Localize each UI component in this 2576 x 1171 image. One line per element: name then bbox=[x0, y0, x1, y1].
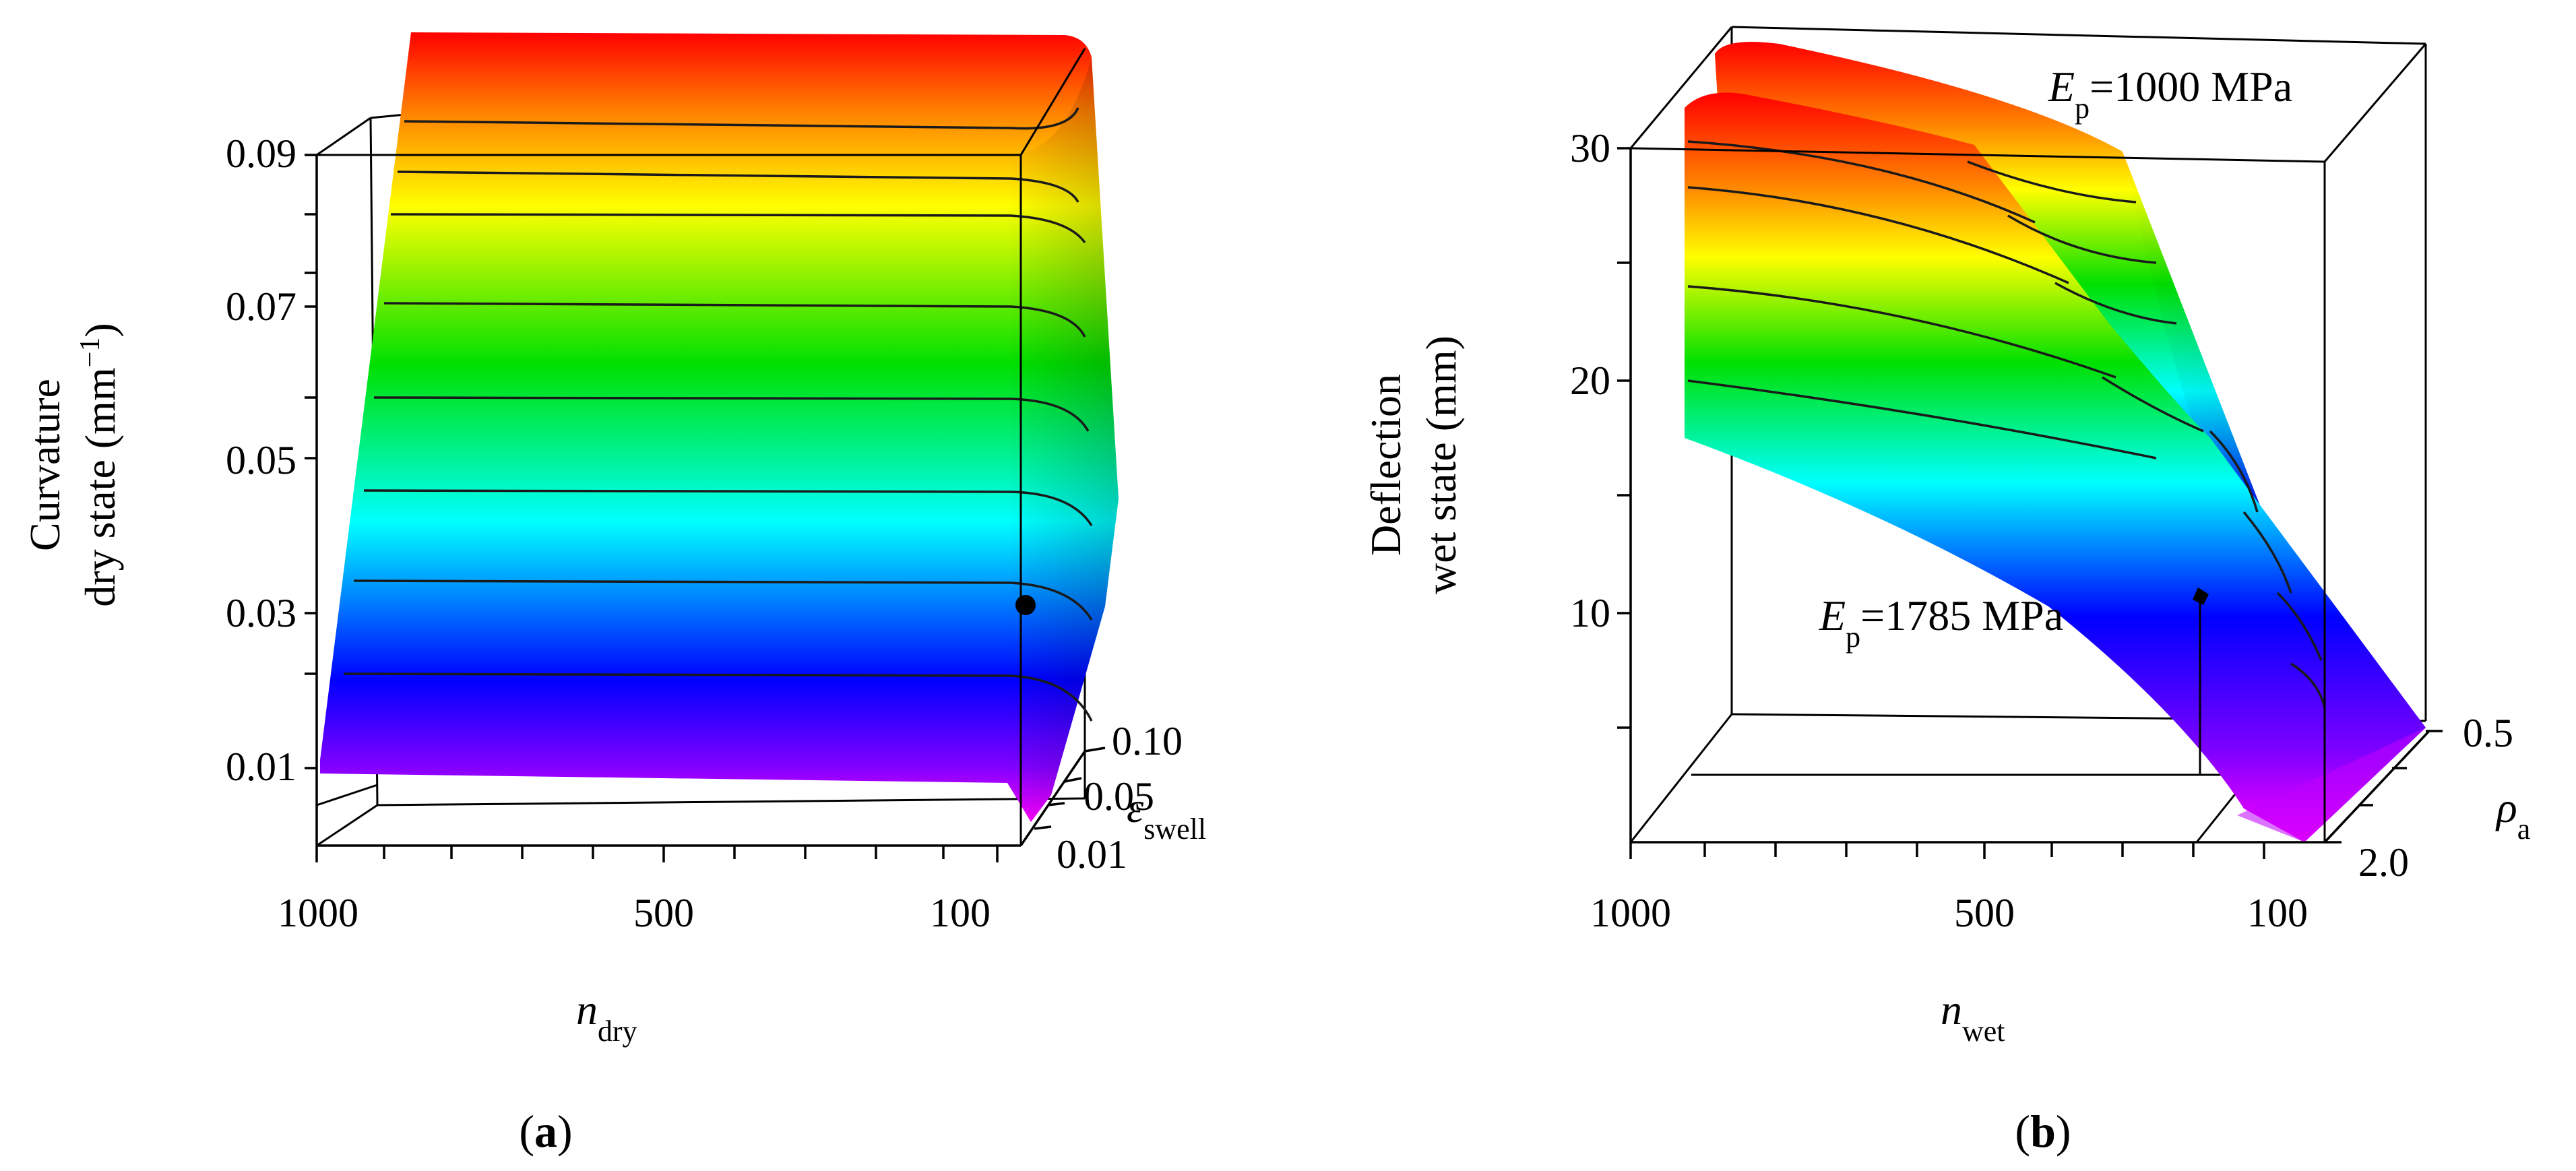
panel-b-z-ticks: 30 20 10 bbox=[1570, 126, 1631, 729]
panel-b-y-tick-label: 2.0 bbox=[2358, 840, 2409, 885]
panel-b-x-label-base: n bbox=[1941, 986, 1962, 1034]
panel-b-x-tick-label: 500 bbox=[1954, 891, 2015, 935]
panel-b-y-label: ρa bbox=[2495, 784, 2530, 846]
panel-a-caption-letter: a bbox=[534, 1106, 557, 1157]
panel-b-z-tick-label: 20 bbox=[1570, 358, 1610, 403]
panel-b-y-label-sub: a bbox=[2517, 813, 2531, 846]
panel-b-z-label: Deflection wet state (mm) bbox=[1362, 336, 1465, 594]
panel-a: 0.09 0.07 0.05 0.03 0.01 1000 500 100 bbox=[21, 32, 1206, 1157]
panel-a-x-tick-label: 100 bbox=[930, 891, 991, 935]
panel-a-z-ticks: 0.09 0.07 0.05 0.03 0.01 bbox=[226, 131, 317, 789]
panel-a-y-ticks: 0.10 0.05 0.01 bbox=[1034, 719, 1183, 877]
panel-b-y-label-base: ρ bbox=[2495, 784, 2517, 831]
panel-a-y-tick-label: 0.05 bbox=[1083, 774, 1154, 819]
panel-b-z-tick-label: 30 bbox=[1570, 126, 1610, 170]
panel-b-series-1000-base: E bbox=[2048, 63, 2075, 110]
panel-a-z-tick-label: 0.09 bbox=[226, 131, 296, 176]
panel-a-x-ticks: 1000 500 100 bbox=[278, 846, 999, 935]
panel-b: Ep=1000 MPa Ep=1785 MPa 30 20 10 bbox=[1362, 26, 2530, 1157]
panel-a-contours bbox=[343, 107, 1093, 722]
panel-a-y-label: εswell bbox=[1127, 784, 1206, 846]
panel-a-caption-open: ( bbox=[519, 1106, 534, 1157]
panel-a-x-label-base: n bbox=[576, 986, 598, 1034]
panel-b-series-1785-base: E bbox=[1819, 592, 1846, 639]
panel-b-x-tick-label: 100 bbox=[2247, 891, 2308, 935]
panel-b-series-1000-sub: p bbox=[2075, 92, 2090, 125]
panel-b-z-label-line1: Deflection bbox=[1362, 374, 1410, 556]
panel-b-contours bbox=[1687, 140, 2326, 708]
panel-a-y-label-sub: swell bbox=[1143, 813, 1206, 846]
panel-a-z-label-close: ) bbox=[76, 323, 124, 337]
panel-b-caption: (b) bbox=[2015, 1106, 2071, 1157]
panel-b-series-1785-rest: =1785 MPa bbox=[1860, 592, 2063, 639]
panel-a-caption-close: ) bbox=[557, 1106, 573, 1157]
panel-a-x-label-sub: dry bbox=[598, 1015, 637, 1048]
svg-text:Curvature: Curvature bbox=[21, 379, 69, 551]
panel-b-y-tick-label: 0.5 bbox=[2463, 711, 2513, 755]
panel-a-x-tick-label: 1000 bbox=[278, 891, 358, 935]
panel-a-z-label-line2: dry state (mm bbox=[76, 367, 124, 606]
panel-b-series-label-1785: Ep=1785 MPa bbox=[1819, 592, 2063, 654]
panel-a-z-label-sup: −1 bbox=[75, 338, 106, 368]
panel-b-z-tick-label: 10 bbox=[1570, 591, 1610, 635]
panel-a-y-tick-label: 0.01 bbox=[1057, 832, 1127, 877]
panel-b-caption-open: ( bbox=[2015, 1106, 2030, 1157]
panel-b-x-label: nwet bbox=[1941, 986, 2005, 1048]
panel-b-series-1785-sub: p bbox=[1846, 621, 1860, 654]
panel-b-surface-1785 bbox=[1685, 92, 2426, 842]
panel-b-series-label-1000: Ep=1000 MPa bbox=[2048, 63, 2292, 125]
panel-a-z-tick-label: 0.05 bbox=[226, 438, 296, 482]
panel-b-x-tick-label: 1000 bbox=[1590, 891, 1671, 935]
panel-a-z-tick-label: 0.01 bbox=[226, 745, 296, 789]
panel-b-z-label-line2: wet state (mm) bbox=[1417, 336, 1465, 594]
panel-a-caption: (a) bbox=[519, 1106, 572, 1157]
panel-b-caption-close: ) bbox=[2056, 1106, 2071, 1157]
panel-a-z-tick-label: 0.03 bbox=[226, 591, 296, 635]
panel-a-x-label: ndry bbox=[576, 986, 637, 1048]
panel-a-y-label-base: ε bbox=[1127, 784, 1144, 831]
panel-a-surface bbox=[320, 32, 1119, 822]
panel-b-series-1000-rest: =1000 MPa bbox=[2090, 63, 2292, 110]
panel-a-z-label: Curvature dry state (mm−1) bbox=[21, 323, 124, 606]
panel-a-z-label-line1: Curvature bbox=[21, 379, 69, 551]
panel-b-x-label-sub: wet bbox=[1962, 1015, 2005, 1048]
panel-a-z-tick-label: 0.07 bbox=[226, 284, 296, 329]
panel-a-x-tick-label: 500 bbox=[633, 891, 694, 935]
panel-a-y-tick-label: 0.10 bbox=[1112, 719, 1183, 763]
panel-b-y-ticks: 0.5 2.0 bbox=[2325, 711, 2513, 885]
panel-a-front-frame bbox=[315, 48, 1086, 847]
panel-a-marker bbox=[1015, 595, 1036, 615]
panel-b-x-ticks: 1000 500 100 bbox=[1590, 842, 2308, 935]
panel-b-marker bbox=[2193, 588, 2209, 605]
svg-text:dry state (mm−1): dry state (mm−1) bbox=[75, 323, 124, 606]
panel-b-caption-letter: b bbox=[2030, 1106, 2056, 1157]
